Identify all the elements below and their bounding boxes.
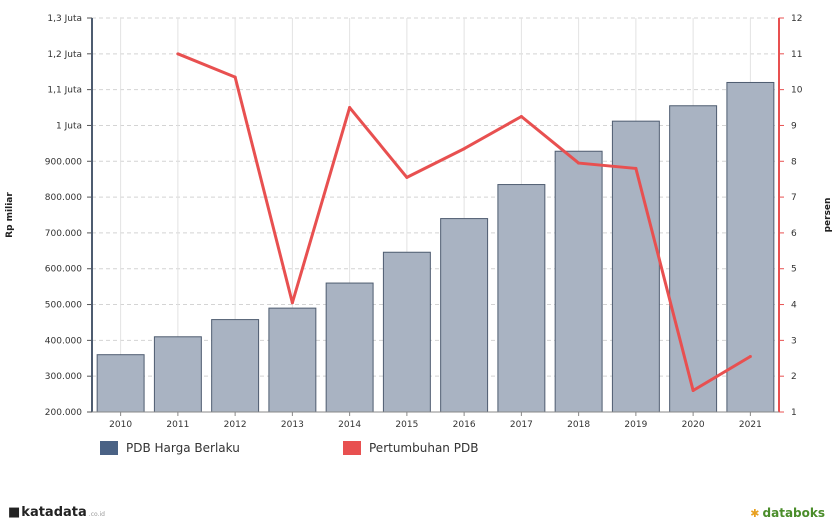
right-tick-label: 3 (791, 336, 797, 346)
bar[interactable] (382, 251, 431, 413)
bar[interactable] (611, 120, 660, 413)
legend-item-bars[interactable]: PDB Harga Berlaku (100, 441, 240, 455)
bar[interactable] (726, 81, 775, 413)
x-tick-label: 2017 (510, 420, 533, 430)
bar[interactable] (325, 282, 374, 413)
growth-point[interactable] (691, 389, 695, 393)
x-tick-label: 2021 (739, 420, 762, 430)
bar[interactable] (669, 105, 718, 413)
growth-point[interactable] (348, 106, 352, 110)
left-tick-label: 600.000 (45, 265, 82, 275)
databoks-mark-icon: ✱ (750, 506, 760, 520)
x-tick-label: 2019 (624, 420, 647, 430)
bar[interactable] (96, 354, 145, 413)
legend-label-line: Pertumbuhan PDB (369, 441, 479, 455)
growth-point[interactable] (577, 161, 581, 165)
legend-swatch-bars (100, 441, 118, 455)
right-tick-label: 7 (791, 193, 797, 203)
right-tick-label: 2 (791, 372, 797, 382)
x-tick-label: 2016 (453, 420, 476, 430)
growth-point[interactable] (405, 175, 409, 179)
x-tick-label: 2014 (338, 420, 361, 430)
katadata-logo-text: katadata (21, 505, 87, 520)
left-tick-label: 200.000 (45, 408, 82, 418)
right-tick-label: 6 (791, 229, 797, 239)
bar[interactable] (497, 184, 546, 413)
y-axis-label-right: persen (823, 198, 833, 233)
axes (87, 17, 784, 416)
bar[interactable] (440, 218, 489, 413)
x-tick-label: 2011 (166, 420, 189, 430)
x-tick-label: 2013 (281, 420, 304, 430)
x-tick-label: 2010 (109, 420, 132, 430)
left-tick-label: 400.000 (45, 336, 82, 346)
growth-point[interactable] (748, 354, 752, 358)
legend-item-line[interactable]: Pertumbuhan PDB (343, 441, 478, 455)
growth-point[interactable] (290, 301, 294, 305)
growth-point[interactable] (176, 52, 180, 56)
left-tick-label: 1,3 Juta (47, 14, 82, 24)
legend: PDB Harga Berlaku Pertumbuhan PDB (100, 441, 560, 461)
bar[interactable] (268, 307, 317, 413)
left-tick-label: 800.000 (45, 193, 82, 203)
legend-label-bars: PDB Harga Berlaku (126, 441, 240, 455)
right-tick-label: 5 (791, 265, 797, 275)
x-tick-label: 2012 (224, 420, 247, 430)
databoks-logo-text: databoks (762, 506, 825, 520)
bar[interactable] (211, 319, 260, 413)
right-tick-label: 10 (791, 86, 803, 96)
x-tick-label: 2018 (567, 420, 590, 430)
katadata-mark-icon: ■ (8, 505, 21, 520)
y-axis-label-left: Rp miliar (5, 192, 15, 238)
bar[interactable] (554, 150, 603, 413)
left-tick-label: 1,2 Juta (47, 50, 82, 60)
left-tick-label: 300.000 (45, 372, 82, 382)
left-tick-label: 1,1 Juta (47, 86, 82, 96)
katadata-logo[interactable]: ■ katadata .co.id (8, 505, 105, 520)
databoks-logo[interactable]: ✱ databoks (750, 506, 825, 520)
bars (96, 81, 775, 413)
right-tick-label: 1 (791, 408, 797, 418)
growth-point[interactable] (233, 75, 237, 79)
right-tick-label: 4 (791, 301, 797, 311)
left-tick-label: 900.000 (45, 157, 82, 167)
katadata-logo-sub: .co.id (88, 511, 105, 518)
right-tick-label: 9 (791, 121, 797, 131)
right-tick-label: 12 (791, 14, 802, 24)
growth-point[interactable] (462, 147, 466, 151)
left-tick-label: 500.000 (45, 301, 82, 311)
growth-line (176, 52, 752, 393)
left-tick-label: 1 Juta (56, 121, 82, 131)
tick-labels: 200.000 300.000 400.000 500.000 600.000 700.0… (45, 14, 803, 430)
right-tick-label: 8 (791, 157, 797, 167)
legend-swatch-line (343, 441, 361, 455)
x-tick-label: 2015 (395, 420, 418, 430)
x-tick-label: 2020 (682, 420, 705, 430)
growth-point[interactable] (519, 115, 523, 118)
left-tick-label: 700.000 (45, 229, 82, 239)
growth-point[interactable] (634, 166, 638, 170)
bar[interactable] (153, 336, 202, 413)
right-tick-label: 11 (791, 50, 802, 60)
chart: 200.000 300.000 400.000 500.000 600.000 700.0… (5, 14, 833, 430)
